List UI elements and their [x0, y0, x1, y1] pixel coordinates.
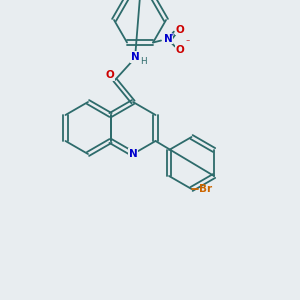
Text: N: N [129, 149, 137, 159]
Text: $^+$: $^+$ [168, 32, 175, 38]
Text: O: O [176, 25, 184, 34]
Text: O: O [176, 44, 184, 55]
Text: H: H [140, 56, 146, 65]
Text: N: N [131, 52, 140, 62]
Text: $^-$: $^-$ [184, 38, 191, 44]
Text: N: N [164, 34, 172, 44]
Text: O: O [106, 70, 114, 80]
Text: Br: Br [199, 184, 212, 194]
